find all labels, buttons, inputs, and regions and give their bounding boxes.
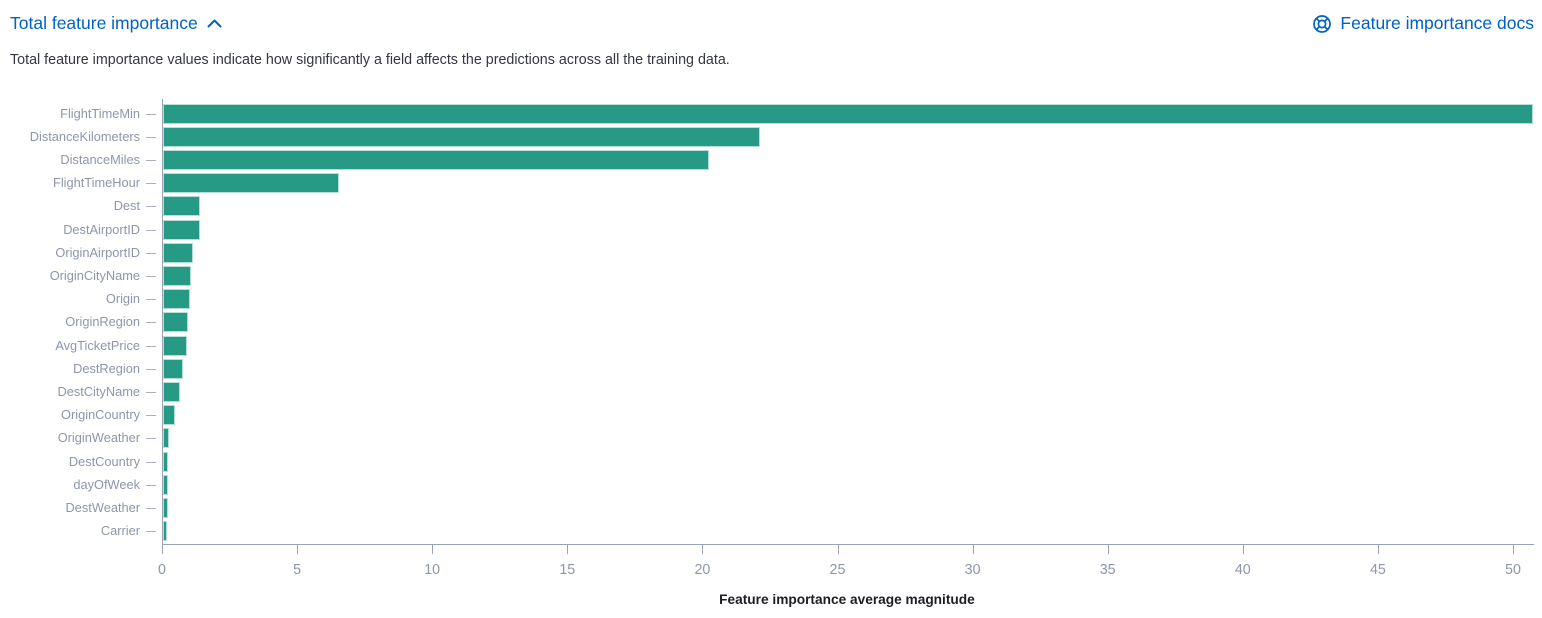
y-axis-label: OriginRegion [65, 314, 140, 330]
y-axis-tick [146, 160, 156, 161]
y-axis-label: DestWeather [65, 500, 140, 515]
x-axis-tick-label: 5 [293, 562, 302, 578]
x-axis-tick-label: 10 [424, 562, 441, 578]
y-axis-label: Dest [113, 198, 140, 214]
y-axis-tick [146, 322, 156, 324]
y-axis-label: DestAirportID [63, 221, 140, 237]
docs-link-label: Feature importance docs [1340, 13, 1534, 33]
y-axis-tick [146, 136, 156, 138]
y-axis-label: DestRegion [73, 360, 140, 376]
y-axis-label: FlightTimeHour [53, 175, 140, 191]
x-axis-tick-label: 25 [829, 562, 846, 578]
x-axis-tick [297, 544, 299, 554]
y-axis-tick [146, 415, 156, 417]
section-description: Total feature importance values indicate… [10, 52, 730, 68]
y-axis-tick [146, 252, 156, 254]
x-axis-line [162, 543, 1534, 545]
y-axis-label: OriginAirportID [55, 244, 140, 260]
feature-importance-bar[interactable] [163, 521, 168, 542]
y-axis-tick [146, 508, 156, 509]
y-axis-tick [146, 461, 156, 463]
feature-importance-bar[interactable] [163, 498, 168, 518]
x-axis-tick-label: 35 [1099, 562, 1116, 578]
x-axis-tick [702, 544, 704, 554]
feature-importance-bar[interactable] [163, 126, 761, 147]
feature-importance-bar[interactable] [163, 289, 191, 310]
x-axis-tick [162, 544, 163, 554]
x-axis-tick-label: 30 [964, 562, 981, 578]
x-axis-tick-label: 15 [559, 562, 576, 578]
x-axis-tick [837, 544, 839, 554]
x-axis-tick [1377, 544, 1379, 554]
x-axis-tick-label: 45 [1369, 562, 1386, 578]
x-axis-tick-label: 40 [1234, 562, 1251, 578]
y-axis-label: dayOfWeek [73, 476, 140, 492]
feature-importance-bar[interactable] [163, 382, 181, 402]
y-axis-tick [146, 345, 156, 347]
x-axis-tick-label: 0 [158, 562, 166, 578]
y-axis-tick [146, 531, 156, 533]
y-axis-tick [146, 438, 156, 440]
x-axis-tick [1107, 544, 1109, 554]
total-feature-importance-toggle[interactable]: Total feature importance [10, 13, 222, 34]
chevron-up-icon [207, 19, 222, 28]
feature-importance-docs-link[interactable]: Feature importance docs [1312, 13, 1534, 34]
feature-importance-bar[interactable] [163, 266, 191, 286]
y-axis-tick [146, 484, 156, 486]
x-axis-title: Feature importance average magnitude [719, 592, 975, 607]
x-axis-tick-label: 50 [1505, 562, 1521, 578]
x-axis-tick-label: 20 [694, 562, 711, 578]
x-axis-tick [567, 544, 569, 554]
y-axis-label: OriginCityName [49, 268, 140, 283]
y-axis-tick [146, 206, 156, 208]
x-axis-tick [1242, 544, 1244, 554]
feature-importance-bar[interactable] [163, 474, 169, 495]
section-title: Total feature importance [10, 13, 198, 33]
feature-importance-bar[interactable] [163, 428, 170, 449]
y-axis-label: Origin [105, 291, 140, 307]
lifebuoy-help-icon [1312, 14, 1332, 34]
feature-importance-bar[interactable] [163, 312, 189, 333]
x-axis-tick [972, 544, 974, 554]
x-axis-tick [432, 544, 434, 554]
y-axis-label: AvgTicketPrice [55, 337, 140, 353]
y-axis-tick [146, 368, 156, 370]
y-axis-label: DistanceKilometers [29, 128, 140, 144]
feature-importance-bar[interactable] [163, 196, 201, 217]
y-axis-label: DistanceMiles [60, 152, 140, 167]
feature-importance-bar[interactable] [163, 358, 184, 379]
feature-importance-bar[interactable] [163, 103, 1533, 124]
y-axis-label: OriginWeather [57, 430, 140, 446]
feature-importance-bar[interactable] [163, 150, 709, 170]
y-axis-tick [146, 229, 156, 231]
y-axis-label: DestCityName [57, 384, 141, 399]
y-axis-label: OriginCountry [61, 407, 140, 423]
y-axis-tick [146, 276, 156, 277]
y-axis-tick [146, 392, 156, 393]
feature-importance-bar[interactable] [163, 335, 188, 356]
y-axis-tick [146, 183, 156, 185]
x-axis-tick [1513, 544, 1514, 554]
feature-importance-bar[interactable] [163, 451, 169, 472]
y-axis-label: FlightTimeMin [60, 105, 140, 121]
y-axis-tick [146, 299, 156, 301]
feature-importance-bar[interactable] [163, 219, 200, 240]
y-axis-label: Carrier [100, 523, 140, 539]
feature-importance-bar[interactable] [163, 405, 176, 426]
feature-importance-bar[interactable] [163, 242, 193, 263]
y-axis-label: DestCountry [68, 453, 140, 469]
y-axis-line [162, 99, 163, 544]
feature-importance-bar[interactable] [163, 173, 339, 194]
y-axis-tick [146, 113, 156, 115]
